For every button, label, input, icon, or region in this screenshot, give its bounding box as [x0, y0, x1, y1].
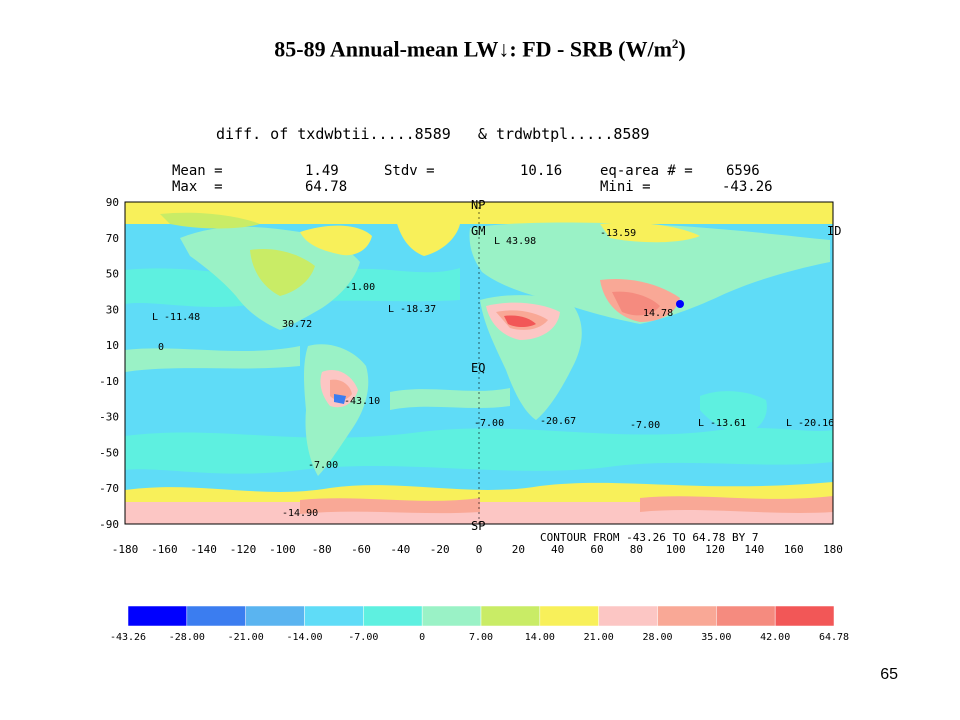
colorbar-swatch	[127, 605, 188, 627]
max-value: 64.78	[305, 179, 347, 195]
x-tick-label: -140	[190, 543, 217, 556]
x-tick-label: 180	[823, 543, 843, 556]
y-tick-label: -50	[99, 446, 119, 459]
x-tick-label: 40	[551, 543, 564, 556]
colorbar-swatch	[304, 605, 364, 627]
x-tick-label: -100	[269, 543, 296, 556]
y-tick-label: -90	[99, 518, 119, 531]
y-tick-label: -70	[99, 482, 119, 495]
annotation: L -11.48	[152, 312, 200, 323]
plot-header: diff. of txdwbtii.....8589 & trdwbtpl...…	[216, 125, 649, 143]
colorbar-tick-label: 14.00	[525, 632, 555, 643]
colorbar-swatch	[657, 605, 717, 627]
mean-value: 1.49	[305, 163, 339, 179]
annotation: 14.78	[643, 308, 673, 319]
x-tick-label: 80	[630, 543, 643, 556]
y-tick-label: 70	[106, 232, 119, 245]
y-tick-label: 30	[106, 303, 119, 316]
colorbar-tick-label: -21.00	[228, 632, 264, 643]
min-value: -43.26	[722, 179, 773, 195]
label-id: ID	[827, 224, 841, 238]
colorbar-labels: -43.26 -28.00 -21.00 -14.00 -7.00 0 7.00 14.00 2…	[110, 632, 849, 643]
x-tick-label: 100	[666, 543, 686, 556]
annotation: -7.00	[308, 460, 338, 471]
x-axis-ticks: -180 -160 -140 -120 -100 -80 -60 -40 -20 0 20 40 60 8…	[112, 543, 843, 556]
page-number: 65	[880, 666, 898, 683]
x-tick-label: -40	[390, 543, 410, 556]
colorbar-swatch	[716, 605, 776, 627]
annotation: -7.00	[630, 420, 660, 431]
y-tick-label: -30	[99, 411, 119, 424]
label-eq: EQ	[471, 361, 485, 375]
x-tick-label: -60	[351, 543, 371, 556]
x-tick-label: -180	[112, 543, 139, 556]
annotation: 30.72	[282, 319, 312, 330]
x-tick-label: 120	[705, 543, 725, 556]
colorbar-swatch	[539, 605, 599, 627]
annotation: -43.10	[344, 396, 380, 407]
stdv-value: 10.16	[520, 163, 562, 179]
contour-annotations: L -11.48 L -18.37 -1.00 30.72 -43.10 0 -…	[152, 228, 834, 519]
annotation: L 43.98	[494, 236, 536, 247]
colorbar-tick-label: -43.26	[110, 632, 146, 643]
eqarea-label: eq-area # =	[600, 163, 693, 179]
colorbar-tick-label: 0	[419, 632, 425, 643]
y-tick-label: 90	[106, 196, 119, 209]
colorbar-swatch	[774, 605, 835, 627]
annotation: L -18.37	[388, 304, 436, 315]
colorbar-tick-label: 35.00	[701, 632, 731, 643]
annotation: -1.00	[345, 282, 375, 293]
x-tick-label: 60	[590, 543, 603, 556]
x-tick-label: 160	[784, 543, 804, 556]
x-tick-label: -20	[430, 543, 450, 556]
y-axis-ticks: 90 70 50 30 10 -10 -30 -50 -70 -90	[99, 196, 119, 531]
colorbar-tick-label: -7.00	[348, 632, 378, 643]
colorbar-tick-label: 21.00	[584, 632, 614, 643]
label-sp: SP	[471, 519, 485, 533]
colorbar-tick-label: 7.00	[469, 632, 493, 643]
title-suffix: )	[678, 36, 686, 62]
colorbar-tick-label: 64.78	[819, 632, 849, 643]
x-tick-label: 140	[744, 543, 764, 556]
annotation: L -13.61	[698, 418, 746, 429]
annotation: -7.00	[474, 418, 504, 429]
x-tick-label: 0	[476, 543, 483, 556]
contour-note: CONTOUR FROM -43.26 TO 64.78 BY 7	[540, 531, 759, 544]
colorbar-tick-label: 42.00	[760, 632, 790, 643]
x-tick-label: -120	[230, 543, 257, 556]
annotation: -20.67	[540, 416, 576, 427]
title-text: 85-89 Annual-mean LW↓: FD - SRB (W/m	[274, 36, 672, 62]
x-tick-label: 20	[512, 543, 525, 556]
colorbar-tick-label: -28.00	[169, 632, 205, 643]
mean-label: Mean =	[172, 163, 223, 179]
slide-title: 85-89 Annual-mean LW↓: FD - SRB (W/m2)	[0, 36, 960, 62]
label-gm: GM	[471, 224, 485, 238]
annotation: 0	[158, 342, 164, 353]
stdv-label: Stdv =	[384, 163, 435, 179]
colorbar-tick-label: -14.00	[286, 632, 322, 643]
y-tick-label: 10	[106, 339, 119, 352]
min-label: Mini =	[600, 179, 651, 195]
colorbar-swatch	[421, 605, 482, 627]
title-superscript: 2	[671, 36, 679, 51]
colorbar	[127, 605, 835, 627]
colorbar-swatch	[598, 605, 658, 627]
x-tick-label: -80	[312, 543, 332, 556]
annotation: -13.59	[600, 228, 636, 239]
annotation: -14.90	[282, 508, 318, 519]
max-label: Max =	[172, 179, 223, 195]
eqarea-value: 6596	[726, 163, 760, 179]
colorbar-swatch	[186, 605, 246, 627]
annotation: L -20.16	[786, 418, 834, 429]
y-tick-label: -10	[99, 375, 119, 388]
y-tick-label: 50	[106, 268, 119, 281]
colorbar-swatch	[480, 605, 541, 627]
colorbar-tick-label: 28.00	[642, 632, 672, 643]
colorbar-swatch	[363, 605, 423, 627]
label-np: NP	[471, 198, 485, 212]
x-tick-label: -160	[151, 543, 178, 556]
colorbar-swatch	[245, 605, 305, 627]
